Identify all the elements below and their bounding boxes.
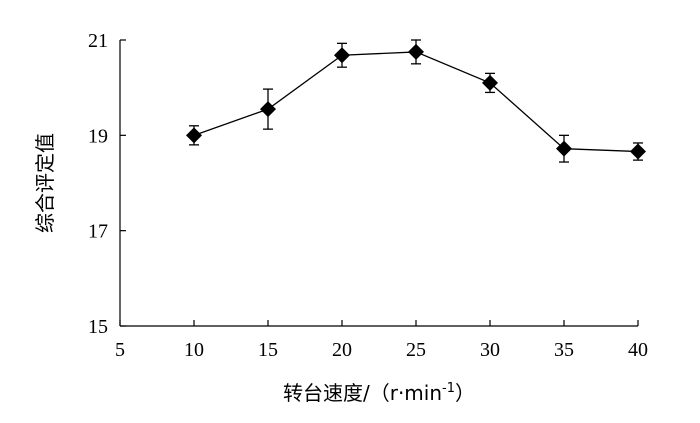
- x-tick-label: 30: [480, 339, 500, 361]
- x-axis-label: 转台速度/（r·min-1）: [283, 381, 475, 405]
- axis-labels: 转台速度/（r·min-1） 综合评定值: [33, 133, 475, 405]
- x-tick-label: 10: [184, 339, 204, 361]
- data-point-diamond: [260, 101, 276, 118]
- y-axis-label: 综合评定值: [33, 133, 57, 233]
- y-tick-label: 15: [88, 316, 108, 338]
- x-tick-label: 5: [115, 339, 125, 361]
- data-point-diamond: [630, 143, 646, 160]
- data-point-diamond: [186, 127, 202, 144]
- axes: 5 10 15 20 25 30 35 40 15 17 19 21: [88, 30, 648, 361]
- y-tick-label: 21: [88, 30, 108, 52]
- data-point-diamond: [556, 140, 572, 157]
- y-tick-label: 17: [88, 221, 108, 243]
- x-tick-label: 15: [258, 339, 278, 361]
- x-axis-label-end: ）: [455, 381, 475, 405]
- data-point-diamond: [334, 47, 350, 64]
- x-tick-label: 20: [332, 339, 352, 361]
- series-line: [193, 51, 639, 153]
- x-tick-label: 25: [406, 339, 426, 361]
- x-axis-label-main: 转台速度/（r·min: [283, 381, 442, 405]
- x-tick-label: 35: [554, 339, 574, 361]
- data-point-diamond: [482, 74, 498, 91]
- series-group: [186, 39, 646, 163]
- data-point-diamond: [408, 43, 424, 60]
- y-tick-label: 19: [88, 125, 108, 147]
- x-tick-label: 40: [628, 339, 648, 361]
- x-axis-label-superscript: -1: [442, 381, 455, 396]
